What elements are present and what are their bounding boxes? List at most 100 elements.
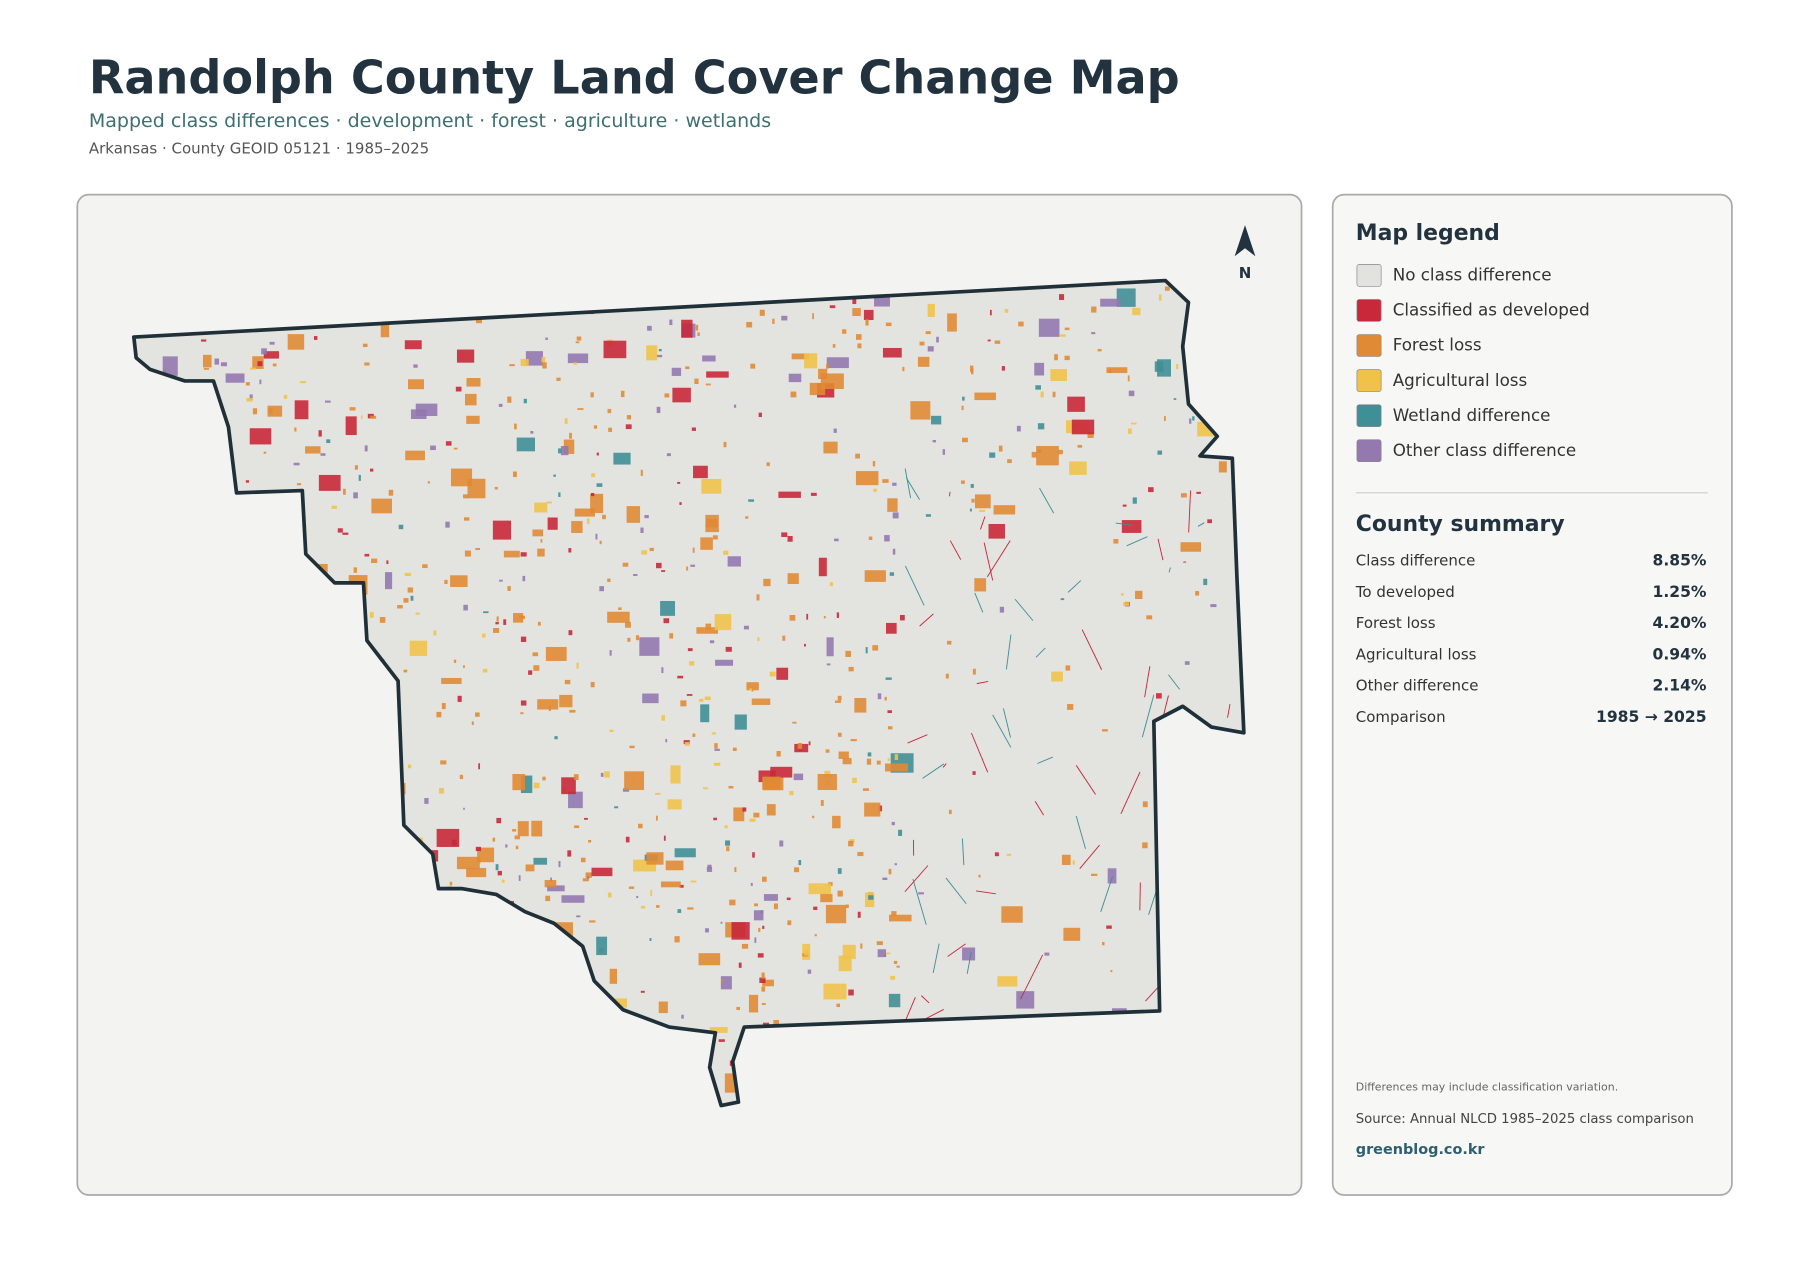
- patch: [567, 850, 572, 857]
- patch: [523, 398, 527, 404]
- patch: [453, 659, 457, 663]
- patch: [884, 696, 887, 701]
- patch: [656, 562, 662, 569]
- summary-value: 8.85%: [1653, 552, 1707, 570]
- patch: [752, 852, 755, 858]
- patch: [969, 508, 972, 512]
- patch: [1180, 493, 1187, 498]
- patch: [575, 341, 580, 344]
- patch: [852, 297, 857, 305]
- patch: [220, 362, 228, 367]
- patch: [788, 373, 802, 383]
- patch: [761, 986, 766, 992]
- legend-swatch: [1356, 334, 1382, 357]
- summary-label: Comparison: [1356, 708, 1446, 726]
- patch: [832, 815, 841, 829]
- patch: [625, 836, 630, 843]
- patch: [887, 758, 890, 762]
- summary-label: Other difference: [1356, 677, 1479, 695]
- linear-change: [904, 565, 925, 606]
- legend-title: Map legend: [1356, 221, 1500, 246]
- patch: [250, 367, 256, 370]
- patch: [763, 894, 778, 901]
- patch: [705, 623, 712, 630]
- patch: [633, 859, 657, 872]
- patch: [413, 364, 418, 368]
- patch: [709, 640, 715, 644]
- patch: [704, 696, 711, 701]
- north-label: N: [1239, 264, 1252, 282]
- patch: [445, 521, 450, 528]
- patch: [261, 348, 267, 355]
- linear-change: [1002, 708, 1011, 738]
- patch: [509, 364, 515, 367]
- legend-label: Agricultural loss: [1393, 370, 1528, 390]
- patch: [919, 341, 925, 346]
- patch: [885, 322, 892, 327]
- patch: [910, 401, 931, 420]
- patch: [520, 712, 524, 715]
- patch: [711, 732, 716, 735]
- site-link[interactable]: greenblog.co.kr: [1356, 1142, 1486, 1158]
- patch: [564, 418, 568, 424]
- patch: [782, 635, 786, 641]
- patch: [587, 876, 590, 880]
- patch: [1007, 459, 1012, 464]
- patch: [742, 807, 747, 812]
- patch: [503, 619, 507, 625]
- patch: [1064, 327, 1070, 331]
- patch: [1106, 925, 1112, 929]
- patch: [520, 552, 527, 557]
- patch: [725, 646, 732, 652]
- patch: [371, 558, 378, 563]
- patch: [882, 479, 889, 483]
- patch: [707, 864, 712, 869]
- patch: [641, 550, 648, 555]
- linear-change: [974, 592, 984, 613]
- patch: [663, 835, 666, 841]
- patch: [891, 821, 895, 826]
- patch: [639, 637, 660, 656]
- patch: [971, 498, 975, 503]
- patch: [516, 437, 536, 452]
- patch: [246, 397, 253, 402]
- patch: [738, 962, 742, 968]
- patch: [546, 501, 552, 504]
- patch: [305, 446, 321, 454]
- patch: [287, 334, 305, 350]
- linear-change: [1145, 985, 1160, 1002]
- patch: [1060, 598, 1065, 601]
- patch: [762, 876, 767, 882]
- patch: [513, 613, 524, 623]
- patch: [989, 452, 996, 458]
- patch: [791, 353, 810, 360]
- patch: [525, 864, 535, 872]
- patch: [813, 906, 818, 910]
- patch: [850, 739, 857, 742]
- patch: [245, 382, 250, 386]
- patch: [571, 521, 583, 533]
- patch: [249, 394, 253, 400]
- patch: [1189, 418, 1192, 424]
- patch: [403, 669, 408, 673]
- patch: [756, 594, 760, 601]
- linear-change: [979, 516, 986, 530]
- patch: [1123, 602, 1130, 606]
- patch: [1158, 294, 1162, 301]
- patch: [456, 856, 480, 870]
- patch: [640, 906, 646, 909]
- patch: [961, 480, 965, 484]
- linear-change: [986, 540, 1011, 578]
- summary-value: 1.25%: [1653, 583, 1707, 601]
- patch: [770, 766, 793, 778]
- patch: [979, 509, 986, 512]
- patch: [759, 309, 765, 316]
- patch: [403, 598, 409, 603]
- patch: [748, 499, 755, 502]
- patch: [528, 670, 533, 675]
- patch: [818, 557, 827, 577]
- patch: [972, 668, 976, 675]
- patch: [345, 416, 357, 436]
- summary-label: To developed: [1355, 583, 1455, 601]
